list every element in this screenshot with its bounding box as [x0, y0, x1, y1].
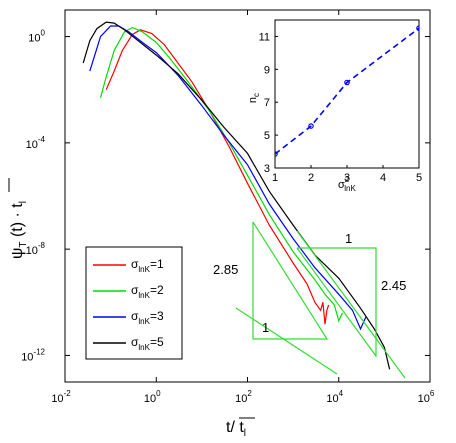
y-axis-label: ψT (t) · tl: [8, 178, 29, 259]
inset-y-tick-label: 7: [264, 97, 270, 109]
annotation-run-label: 1: [262, 320, 269, 335]
inset-x-tick-label: 3: [344, 172, 350, 184]
inset-ticks: 1 2 3 4 5 3 5 7 9 11: [259, 31, 422, 184]
x-tick-label: 102: [235, 389, 252, 405]
inset-y-tick-label: 9: [264, 64, 270, 76]
series-line-4: [82, 21, 391, 370]
inset-y-tick-label: 5: [264, 130, 270, 142]
annotation-run-label: 1: [345, 231, 352, 246]
series-line-3: [89, 25, 367, 331]
inset-point: [344, 79, 350, 86]
slope-triangle-left: [252, 221, 329, 340]
guide-line-right: [296, 230, 406, 379]
inset-y-tick-label: 11: [259, 31, 270, 43]
svg-text:ψT (t) · tl: ψT (t) · tl: [9, 201, 29, 259]
main-series-group: [82, 21, 391, 370]
inset-y-tick-label: 3: [264, 163, 270, 175]
inset-series-line: [275, 27, 419, 155]
y-axis-label-text: ψ: [9, 248, 26, 259]
annotation-slope-label: 2.85: [213, 262, 238, 277]
inset-x-tick-label: 2: [308, 172, 314, 184]
slope-triangle-right: [296, 247, 377, 358]
guide-line-left: [235, 307, 338, 375]
inset-point: [416, 25, 419, 32]
annotation-slope-label: 2.45: [381, 278, 406, 293]
inset-x-tick-label: 4: [380, 172, 386, 184]
slope-guides: 2.85 1 1 2.45: [213, 221, 406, 379]
inset-chart: 1 2 3 4 5 3 5 7 9 11 nc σ2 lnK: [247, 19, 422, 193]
inset-y-label: nc: [247, 93, 261, 103]
inset-x-label: σ2 lnK: [338, 175, 356, 193]
y-tick-label: 10-12: [21, 347, 45, 363]
inset-point: [308, 123, 314, 129]
inset-point: [275, 151, 278, 157]
x-tick-label: 106: [418, 389, 435, 405]
y-tick-label: 10-4: [26, 135, 46, 151]
series-line-2: [99, 26, 343, 323]
inset-frame: [274, 19, 420, 169]
x-tick-label: 100: [144, 389, 161, 405]
inset-x-tick-label: 5: [416, 172, 422, 184]
y-tick-label: 100: [28, 29, 45, 45]
inset-series-group: [275, 25, 419, 157]
x-tick-label: 104: [326, 389, 343, 405]
inset-x-tick-label: 1: [272, 172, 278, 184]
series-line-1: [105, 29, 330, 325]
x-tick-label: 10-2: [51, 389, 71, 405]
svg-text:t/ tl: t/ tl: [226, 419, 246, 439]
x-axis-label: t/ tl: [226, 417, 255, 439]
